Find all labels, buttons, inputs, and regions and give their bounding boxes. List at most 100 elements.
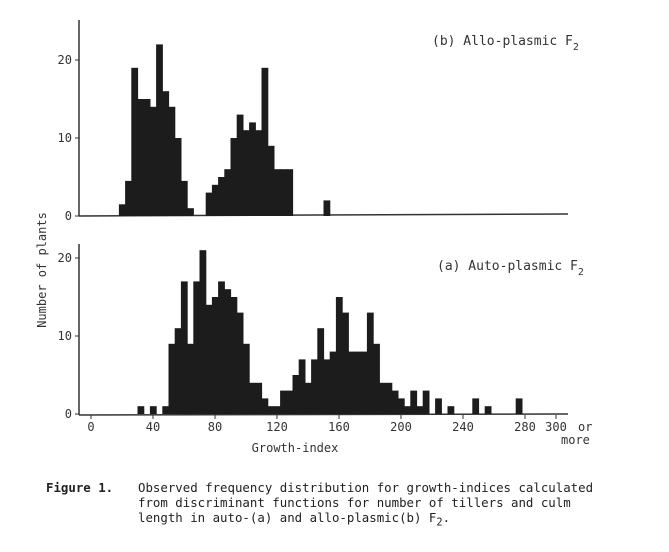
panel-a-x-ticks: 0 40 80 120 160 200 240 280 300 (87, 415, 567, 434)
x-tick-label-40: 40 (146, 420, 160, 434)
bar-a-94 (236, 312, 244, 414)
bar-b-62 (187, 208, 194, 216)
bar-a-186 (379, 382, 387, 414)
panel-a-bars (137, 250, 523, 414)
bar-a-214 (422, 390, 430, 414)
bar-a-222 (435, 398, 442, 414)
bar-a-198 (397, 398, 405, 414)
bar-a-138 (304, 382, 312, 414)
bar-a-78 (211, 297, 219, 414)
bar-a-86 (224, 289, 232, 414)
bar-a-62 (187, 343, 194, 414)
bar-a-162 (342, 312, 349, 414)
x-tick-label-120: 120 (266, 420, 288, 434)
bar-a-90 (230, 297, 238, 414)
bar-b-46 (162, 91, 170, 216)
bar-a-158 (335, 297, 343, 414)
caption-text: Observed frequency distribution for grow… (138, 480, 658, 530)
bar-b-98 (242, 130, 250, 216)
x-tick-label-160: 160 (328, 420, 350, 434)
bar-b-50 (168, 106, 176, 216)
y-tick-label-a-20: 20 (58, 251, 72, 265)
bar-a-106 (255, 382, 263, 414)
bar-a-58 (180, 281, 188, 414)
panel-b-title: (b) Allo-plasmic F2 (432, 34, 579, 53)
panel-a-x-axis (78, 413, 569, 416)
x-tick-label-200: 200 (390, 420, 412, 434)
bar-b-122 (280, 169, 287, 216)
bar-a-182 (373, 343, 380, 414)
bar-b-18 (118, 204, 126, 216)
bar-a-102 (249, 382, 256, 414)
bar-b-22 (125, 180, 132, 216)
bar-a-38 (149, 406, 157, 414)
bar-a-154 (329, 351, 337, 414)
bar-a-190 (385, 382, 393, 414)
bar-a-166 (348, 351, 356, 414)
panel-a-auto-plasmic: 0 10 20 0 40 80 120 160 200 240 280 300 (a) Auto-p… (58, 244, 592, 455)
bar-a-174 (360, 351, 368, 414)
y-tick-label-b-10: 10 (58, 131, 72, 145)
bar-a-202 (404, 406, 411, 414)
bar-a-130 (292, 375, 300, 414)
panel-a-title: (a) Auto-plasmic F2 (437, 259, 584, 278)
bar-b-102 (249, 122, 256, 216)
bar-b-110 (261, 67, 269, 216)
panel-b-allo-plasmic: 0 10 20 (b) Allo-plasmic F2 (58, 20, 579, 223)
bar-b-78 (211, 184, 219, 216)
bar-b-26 (131, 67, 139, 216)
bar-b-94 (236, 114, 244, 216)
bar-a-114 (267, 406, 275, 414)
bar-a-74 (205, 304, 213, 414)
x-tick-label-300: 300 (545, 420, 567, 434)
bar-b-106 (255, 130, 263, 216)
y-tick-label-b-20: 20 (58, 53, 72, 67)
bar-a-274 (515, 398, 523, 414)
bar-a-66 (193, 281, 201, 414)
panel-b-y-ticks: 0 10 20 (58, 53, 79, 223)
bar-b-114 (267, 145, 275, 216)
bar-b-150 (323, 200, 331, 216)
bar-b-30 (137, 99, 145, 216)
panel-a-y-ticks: 0 10 20 (58, 251, 79, 421)
x-tick-label-0: 0 (87, 420, 94, 434)
bar-b-86 (224, 169, 232, 216)
bar-b-82 (218, 177, 225, 216)
caption-body: Observed frequency distribution for grow… (138, 480, 594, 525)
bar-a-230 (447, 406, 455, 414)
y-tick-label-a-10: 10 (58, 329, 72, 343)
y-tick-label-a-0: 0 (65, 407, 72, 421)
bar-a-178 (366, 312, 374, 414)
bar-a-126 (286, 390, 294, 414)
bar-a-254 (484, 406, 492, 414)
x-tick-label-more: more (561, 433, 590, 447)
bar-b-58 (180, 180, 188, 216)
bar-a-134 (298, 359, 306, 414)
x-tick-label-280: 280 (514, 420, 536, 434)
bar-a-98 (242, 343, 250, 414)
x-tick-label-or: or (578, 420, 592, 434)
bar-b-118 (273, 169, 281, 216)
x-axis-label: Growth-index (252, 441, 339, 455)
bar-a-122 (280, 390, 287, 414)
caption-end: . (442, 510, 451, 525)
caption-label: Figure 1. (46, 480, 114, 495)
bar-a-146 (317, 328, 325, 414)
bar-a-118 (273, 406, 281, 414)
bar-a-246 (472, 398, 480, 414)
bar-a-206 (410, 390, 418, 414)
bar-a-194 (391, 390, 399, 414)
bar-a-210 (416, 406, 424, 414)
bar-b-42 (156, 44, 163, 217)
y-axis-label: Number of plants (35, 212, 49, 328)
bar-a-70 (199, 250, 207, 414)
bar-b-126 (286, 169, 294, 216)
bar-a-110 (261, 398, 269, 414)
bar-b-90 (230, 138, 238, 216)
x-tick-label-240: 240 (452, 420, 474, 434)
bar-a-46 (162, 406, 170, 414)
bar-a-82 (218, 281, 225, 414)
bar-a-170 (354, 351, 362, 414)
bar-a-50 (168, 343, 176, 414)
